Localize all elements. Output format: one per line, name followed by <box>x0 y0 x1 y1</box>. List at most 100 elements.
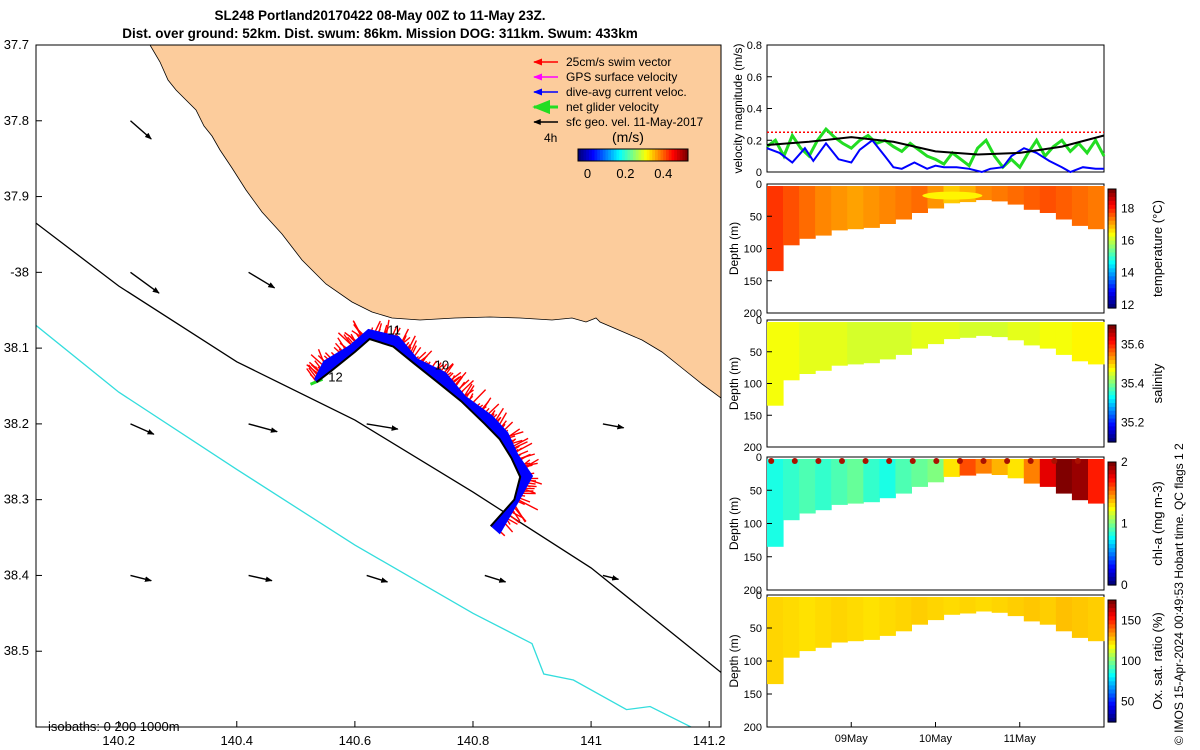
section-colorbar-cell <box>1108 189 1116 194</box>
section-colorbar-cell <box>1108 519 1116 525</box>
section-cell <box>879 322 896 360</box>
velocity-y-tick-label: 0 <box>756 167 762 179</box>
section-colorbar-label: salinity <box>1150 363 1165 403</box>
section-colorbar-cell <box>1108 212 1116 218</box>
section-colorbar-cell <box>1108 193 1116 198</box>
map-colorbar-cell <box>638 149 642 161</box>
section-cell <box>879 459 896 499</box>
chart-title-line1: SL248 Portland20170422 08-May 00Z to 11-… <box>214 8 546 23</box>
section-colorbar-cell <box>1108 632 1116 638</box>
section-cell <box>911 186 928 213</box>
section-colorbar-cell <box>1108 364 1116 369</box>
section-cell <box>1071 459 1089 501</box>
map-colorbar-cell <box>619 149 623 161</box>
section-cell <box>911 597 928 625</box>
map-frame <box>35 44 722 728</box>
map-colorbar-cell <box>652 149 656 161</box>
section-colorbar-cell <box>1108 652 1116 658</box>
map-colorbar-cell <box>677 149 681 161</box>
section-y-tick-label: 150 <box>744 276 762 288</box>
section-colorbar-cell <box>1108 240 1116 246</box>
section-colorbar-cell <box>1108 208 1116 214</box>
section-cell <box>1071 322 1089 362</box>
section-colorbar-cell <box>1108 705 1116 711</box>
velocity-y-tick-label: 0.2 <box>747 135 762 147</box>
section-y-tick-label: 150 <box>744 552 762 564</box>
section-colorbar-tick-label: 16 <box>1121 233 1135 247</box>
section-colorbar-cell <box>1108 379 1116 385</box>
section-colorbar-cell <box>1108 426 1116 431</box>
section-colorbar-cell <box>1108 466 1116 471</box>
section-colorbar-label: chl-a (mg m-3) <box>1150 481 1165 566</box>
section-colorbar-frame <box>1107 324 1117 443</box>
section-colorbar-cell <box>1108 523 1116 529</box>
section-cell <box>799 186 816 239</box>
section-colorbar-cell <box>1108 478 1116 484</box>
section-colorbar-cell <box>1108 515 1116 520</box>
map-colorbar-cell <box>644 149 648 161</box>
velocity-y-tick-label: 0.6 <box>747 72 762 84</box>
section-colorbar-cell <box>1108 352 1116 357</box>
isobath-200m <box>36 222 721 673</box>
section-colorbar-cell <box>1108 224 1116 230</box>
legend-swim-label: 25cm/s swim vector <box>566 55 671 69</box>
day-label: 10 <box>435 357 449 372</box>
section-colorbar-cell <box>1108 669 1116 674</box>
section-colorbar-cell <box>1108 624 1116 630</box>
map-colorbar-cell <box>583 149 587 161</box>
section-cell <box>991 186 1009 202</box>
section-cell <box>863 186 880 228</box>
section-colorbar-cell <box>1108 403 1116 408</box>
section-colorbar-cell <box>1108 616 1116 621</box>
section-colorbar-cell <box>1108 296 1116 301</box>
section-y-tick-label: 0 <box>756 179 762 191</box>
section-y-tick-label: 100 <box>744 656 762 668</box>
section-y-label: Depth (m) <box>728 497 741 550</box>
section-y-tick-label: 50 <box>750 211 762 223</box>
geostrophic-arrow <box>248 423 278 433</box>
surface-point <box>1051 458 1058 464</box>
surface-point <box>1027 458 1034 464</box>
section-colorbar-tick-label: 14 <box>1121 266 1135 280</box>
map-colorbar-cell <box>641 149 645 161</box>
section-cell <box>1023 597 1041 622</box>
map-colorbar-cell <box>674 149 678 161</box>
surface-point <box>791 458 798 464</box>
map-colorbar-cell <box>597 149 601 161</box>
section-colorbar-cell <box>1108 568 1116 574</box>
time-x-tick-label: 10May <box>919 733 953 745</box>
section-colorbar-cell <box>1108 531 1116 537</box>
section-cell <box>959 322 977 338</box>
section-colorbar-cell <box>1108 474 1116 479</box>
section-cell <box>783 186 800 246</box>
section-colorbar-cell <box>1108 576 1116 582</box>
section-cell <box>831 597 848 643</box>
isobath-1000m <box>36 324 693 727</box>
section-cell <box>815 459 832 511</box>
section-colorbar-frame <box>1107 461 1117 586</box>
geostrophic-arrow <box>720 423 721 425</box>
section-cell <box>847 597 864 642</box>
colorbar-units: (m/s) <box>612 129 644 145</box>
section-cell <box>831 186 848 231</box>
surface-point <box>980 458 987 464</box>
section-cell <box>895 459 912 494</box>
section-colorbar-cell <box>1108 486 1116 492</box>
map-x-tick-label: 140.2 <box>102 733 135 748</box>
section-colorbar-cell <box>1108 717 1116 723</box>
section-colorbar-tick-label: 0 <box>1121 578 1128 592</box>
section-colorbar-cell <box>1108 648 1116 654</box>
section-colorbar-cell <box>1108 511 1116 516</box>
section-y-tick-label: 50 <box>750 623 762 635</box>
section-colorbar-cell <box>1108 462 1116 467</box>
surface-point <box>1004 458 1011 464</box>
surface-point <box>886 458 893 464</box>
section-cell <box>783 459 800 521</box>
section-colorbar-cell <box>1108 482 1116 488</box>
section-colorbar-cell <box>1108 391 1116 396</box>
surface-point <box>815 458 822 464</box>
section-cell <box>1007 459 1025 479</box>
section-colorbar-cell <box>1108 348 1116 353</box>
geostrophic-arrow <box>130 423 155 435</box>
map-colorbar-ticks: 0 0.2 0.4 <box>578 149 689 181</box>
